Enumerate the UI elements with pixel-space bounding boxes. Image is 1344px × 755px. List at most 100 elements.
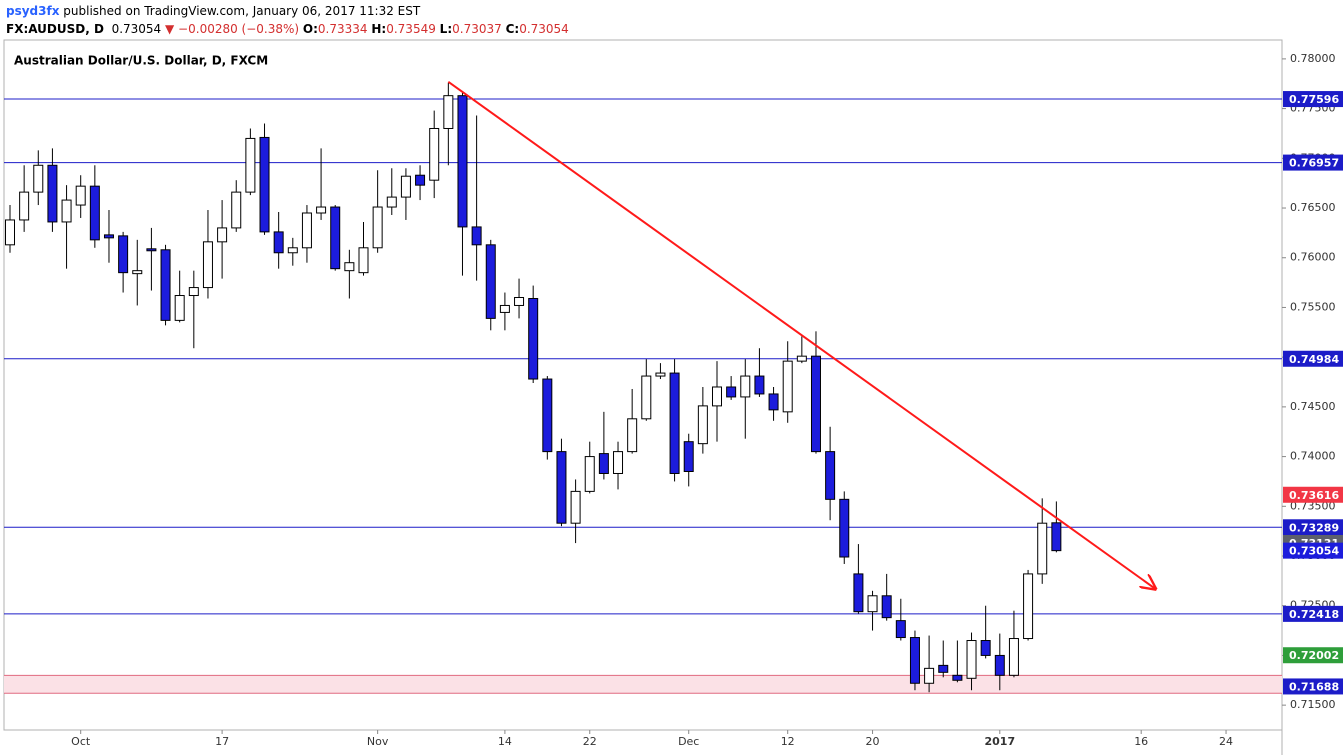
candle-body: [330, 206, 341, 270]
candle-body: [1037, 522, 1048, 575]
author: psyd3fx: [6, 4, 60, 18]
x-tick-label: Nov: [367, 735, 389, 748]
x-tick-label: Oct: [71, 735, 91, 748]
axes: 0.715000.720000.725000.730000.735000.740…: [71, 52, 1343, 748]
y-tick-label: 0.74500: [1290, 400, 1336, 413]
last-price-label-box: [1283, 542, 1343, 559]
price-label: 0.73616: [1289, 489, 1339, 502]
candle-body: [570, 490, 581, 524]
published: published on TradingView.com, January 06…: [63, 4, 421, 18]
candle-body: [782, 360, 793, 413]
y-tick-label: 0.75500: [1290, 300, 1336, 313]
candle-body: [980, 640, 991, 656]
zone-label-box: [1283, 678, 1343, 695]
y-tick-label: 0.76500: [1290, 201, 1336, 214]
open-value: 0.73334: [317, 22, 368, 36]
price-label: 0.72002: [1289, 649, 1339, 662]
candle-body: [514, 297, 525, 306]
candle-body: [542, 378, 553, 453]
high-value: 0.73549: [386, 22, 436, 36]
y-tick-label: 0.74000: [1290, 450, 1336, 463]
candle-body: [655, 372, 666, 377]
candle-body: [867, 595, 878, 613]
candle-body: [19, 191, 30, 221]
candle-body: [1023, 573, 1034, 640]
candle-body: [457, 95, 468, 228]
candle-body: [613, 451, 624, 474]
x-tick-label: Dec: [678, 735, 699, 748]
last-price-label: 0.73054: [1289, 545, 1339, 558]
level-label-box: [1283, 350, 1343, 367]
candle-body: [641, 375, 652, 420]
candle-body: [994, 654, 1005, 676]
candle-body: [259, 136, 270, 233]
x-tick-label: 12: [781, 735, 795, 748]
candle-body: [89, 185, 100, 241]
x-tick-label: 20: [866, 735, 880, 748]
y-tick-label: 0.76000: [1290, 251, 1336, 264]
candle-body: [386, 196, 397, 208]
candle-body: [712, 386, 722, 407]
candle-body: [485, 244, 496, 319]
candle-body: [697, 405, 708, 445]
candle-body: [810, 355, 821, 453]
candle-body: [132, 270, 143, 275]
close-value: 0.73054: [519, 22, 569, 36]
candle-body: [1051, 522, 1062, 552]
candle-body: [627, 418, 638, 453]
symbol: FX:AUDUSD, D: [6, 22, 104, 36]
level-label-box: [1283, 605, 1343, 622]
zone-label: 0.71688: [1289, 680, 1339, 693]
x-tick-label: 22: [583, 735, 597, 748]
y-tick-label: 0.78000: [1290, 52, 1336, 65]
trendline: [447, 80, 1155, 589]
candle-body: [61, 199, 72, 223]
l-label: L:: [439, 22, 453, 36]
candle-body: [217, 227, 228, 243]
x-tick-label: 17: [215, 735, 229, 748]
candle-body: [825, 451, 836, 500]
candle-body: [740, 375, 751, 398]
level-label: 0.76957: [1289, 157, 1339, 170]
price-label-box: [1283, 647, 1343, 664]
candle-body: [598, 453, 609, 474]
candle-body: [47, 164, 58, 223]
candle-body: [669, 372, 680, 474]
candle-body: [443, 95, 454, 129]
candle-body: [839, 498, 850, 558]
o-label: O:: [302, 22, 318, 36]
candle-body: [909, 637, 920, 684]
candle-body: [966, 640, 977, 679]
low-value: 0.73037: [452, 22, 502, 36]
candle-body: [584, 456, 595, 492]
price-label-box: [1283, 486, 1343, 503]
level-label: 0.77596: [1289, 93, 1339, 106]
candle-body: [372, 206, 383, 249]
candle-body: [231, 191, 242, 229]
candle-body: [952, 674, 963, 681]
candle-body: [683, 441, 694, 472]
h-label: H:: [371, 22, 387, 36]
level-label-box: [1283, 91, 1343, 108]
c-label: C:: [505, 22, 520, 36]
candle-body: [938, 664, 949, 673]
candle-body: [429, 127, 440, 181]
candle-body: [881, 595, 892, 619]
x-tick-label: 16: [1134, 735, 1148, 748]
level-label-box: [1283, 154, 1343, 171]
change: ▼ −0.00280 (−0.38%): [165, 22, 300, 36]
candle-body: [768, 393, 779, 411]
candle-body: [895, 620, 906, 639]
candle-body: [33, 164, 44, 193]
candle-body: [75, 185, 86, 206]
candle-body: [556, 451, 567, 524]
candle-body: [796, 355, 807, 362]
candle-body: [726, 386, 737, 398]
level-label: 0.72418: [1289, 608, 1339, 621]
candle-body: [5, 219, 15, 246]
x-tick-label: 24: [1219, 735, 1233, 748]
candle-body: [400, 175, 411, 198]
candle-body: [316, 206, 327, 214]
candle-body: [273, 231, 284, 254]
